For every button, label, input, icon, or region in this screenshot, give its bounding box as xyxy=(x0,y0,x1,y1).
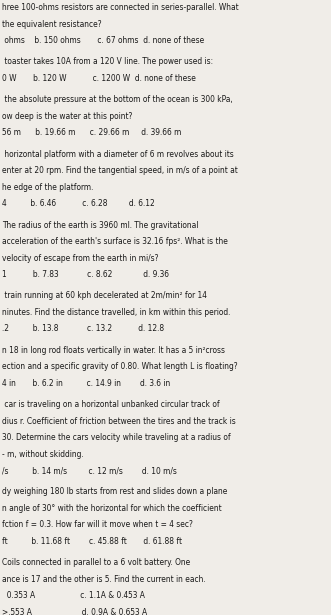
Text: - m, without skidding.: - m, without skidding. xyxy=(2,450,83,459)
Text: >.553 A                     d. 0.9A & 0.653 A: >.553 A d. 0.9A & 0.653 A xyxy=(2,608,147,615)
Text: ow deep is the water at this point?: ow deep is the water at this point? xyxy=(2,112,132,121)
Text: 0 W       b. 120 W           c. 1200 W  d. none of these: 0 W b. 120 W c. 1200 W d. none of these xyxy=(2,74,196,83)
Text: The radius of the earth is 3960 ml. The gravitational: The radius of the earth is 3960 ml. The … xyxy=(2,221,198,229)
Text: the absolute pressure at the bottom of the ocean is 300 kPa,: the absolute pressure at the bottom of t… xyxy=(2,95,232,105)
Text: 4          b. 6.46           c. 6.28         d. 6.12: 4 b. 6.46 c. 6.28 d. 6.12 xyxy=(2,199,154,208)
Text: ft          b. 11.68 ft        c. 45.88 ft       d. 61.88 ft: ft b. 11.68 ft c. 45.88 ft d. 61.88 ft xyxy=(2,537,182,546)
Text: hree 100-ohms resistors are connected in series-parallel. What: hree 100-ohms resistors are connected in… xyxy=(2,3,238,12)
Text: ance is 17 and the other is 5. Find the current in each.: ance is 17 and the other is 5. Find the … xyxy=(2,575,205,584)
Text: 4 in       b. 6.2 in          c. 14.9 in        d. 3.6 in: 4 in b. 6.2 in c. 14.9 in d. 3.6 in xyxy=(2,379,170,387)
Text: n 18 in long rod floats vertically in water. It has a 5 in²cross: n 18 in long rod floats vertically in wa… xyxy=(2,346,225,355)
Text: toaster takes 10A from a 120 V line. The power used is:: toaster takes 10A from a 120 V line. The… xyxy=(2,57,213,66)
Text: train running at 60 kph decelerated at 2m/min² for 14: train running at 60 kph decelerated at 2… xyxy=(2,292,207,300)
Text: he edge of the platform.: he edge of the platform. xyxy=(2,183,93,192)
Text: n angle of 30° with the horizontal for which the coefficient: n angle of 30° with the horizontal for w… xyxy=(2,504,221,513)
Text: fction f = 0.3. How far will it move when t = 4 sec?: fction f = 0.3. How far will it move whe… xyxy=(2,520,193,530)
Text: dy weighing 180 lb starts from rest and slides down a plane: dy weighing 180 lb starts from rest and … xyxy=(2,488,227,496)
Text: 30. Determine the cars velocity while traveling at a radius of: 30. Determine the cars velocity while tr… xyxy=(2,433,230,442)
Text: ection and a specific gravity of 0.80. What length L is floating?: ection and a specific gravity of 0.80. W… xyxy=(2,362,237,371)
Text: car is traveling on a horizontal unbanked circular track of: car is traveling on a horizontal unbanke… xyxy=(2,400,219,409)
Text: Coils connected in parallel to a 6 volt battery. One: Coils connected in parallel to a 6 volt … xyxy=(2,558,190,567)
Text: horizontal platform with a diameter of 6 m revolves about its: horizontal platform with a diameter of 6… xyxy=(2,149,233,159)
Text: ohms    b. 150 ohms       c. 67 ohms  d. none of these: ohms b. 150 ohms c. 67 ohms d. none of t… xyxy=(2,36,204,45)
Text: dius r. Coefficient of friction between the tires and the track is: dius r. Coefficient of friction between … xyxy=(2,416,235,426)
Text: the equivalent resistance?: the equivalent resistance? xyxy=(2,20,101,28)
Text: velocity of escape from the earth in mi/s?: velocity of escape from the earth in mi/… xyxy=(2,253,158,263)
Text: .2          b. 13.8            c. 13.2           d. 12.8: .2 b. 13.8 c. 13.2 d. 12.8 xyxy=(2,324,164,333)
Text: enter at 20 rpm. Find the tangential speed, in m/s of a point at: enter at 20 rpm. Find the tangential spe… xyxy=(2,166,237,175)
Text: ninutes. Find the distance travelled, in km within this period.: ninutes. Find the distance travelled, in… xyxy=(2,308,230,317)
Text: /s          b. 14 m/s         c. 12 m/s        d. 10 m/s: /s b. 14 m/s c. 12 m/s d. 10 m/s xyxy=(2,466,176,475)
Text: 1           b. 7.83            c. 8.62             d. 9.36: 1 b. 7.83 c. 8.62 d. 9.36 xyxy=(2,270,169,279)
Text: 56 m      b. 19.66 m      c. 29.66 m     d. 39.66 m: 56 m b. 19.66 m c. 29.66 m d. 39.66 m xyxy=(2,129,181,137)
Text: 0.353 A                   c. 1.1A & 0.453 A: 0.353 A c. 1.1A & 0.453 A xyxy=(2,591,145,600)
Text: acceleration of the earth's surface is 32.16 fps². What is the: acceleration of the earth's surface is 3… xyxy=(2,237,227,246)
